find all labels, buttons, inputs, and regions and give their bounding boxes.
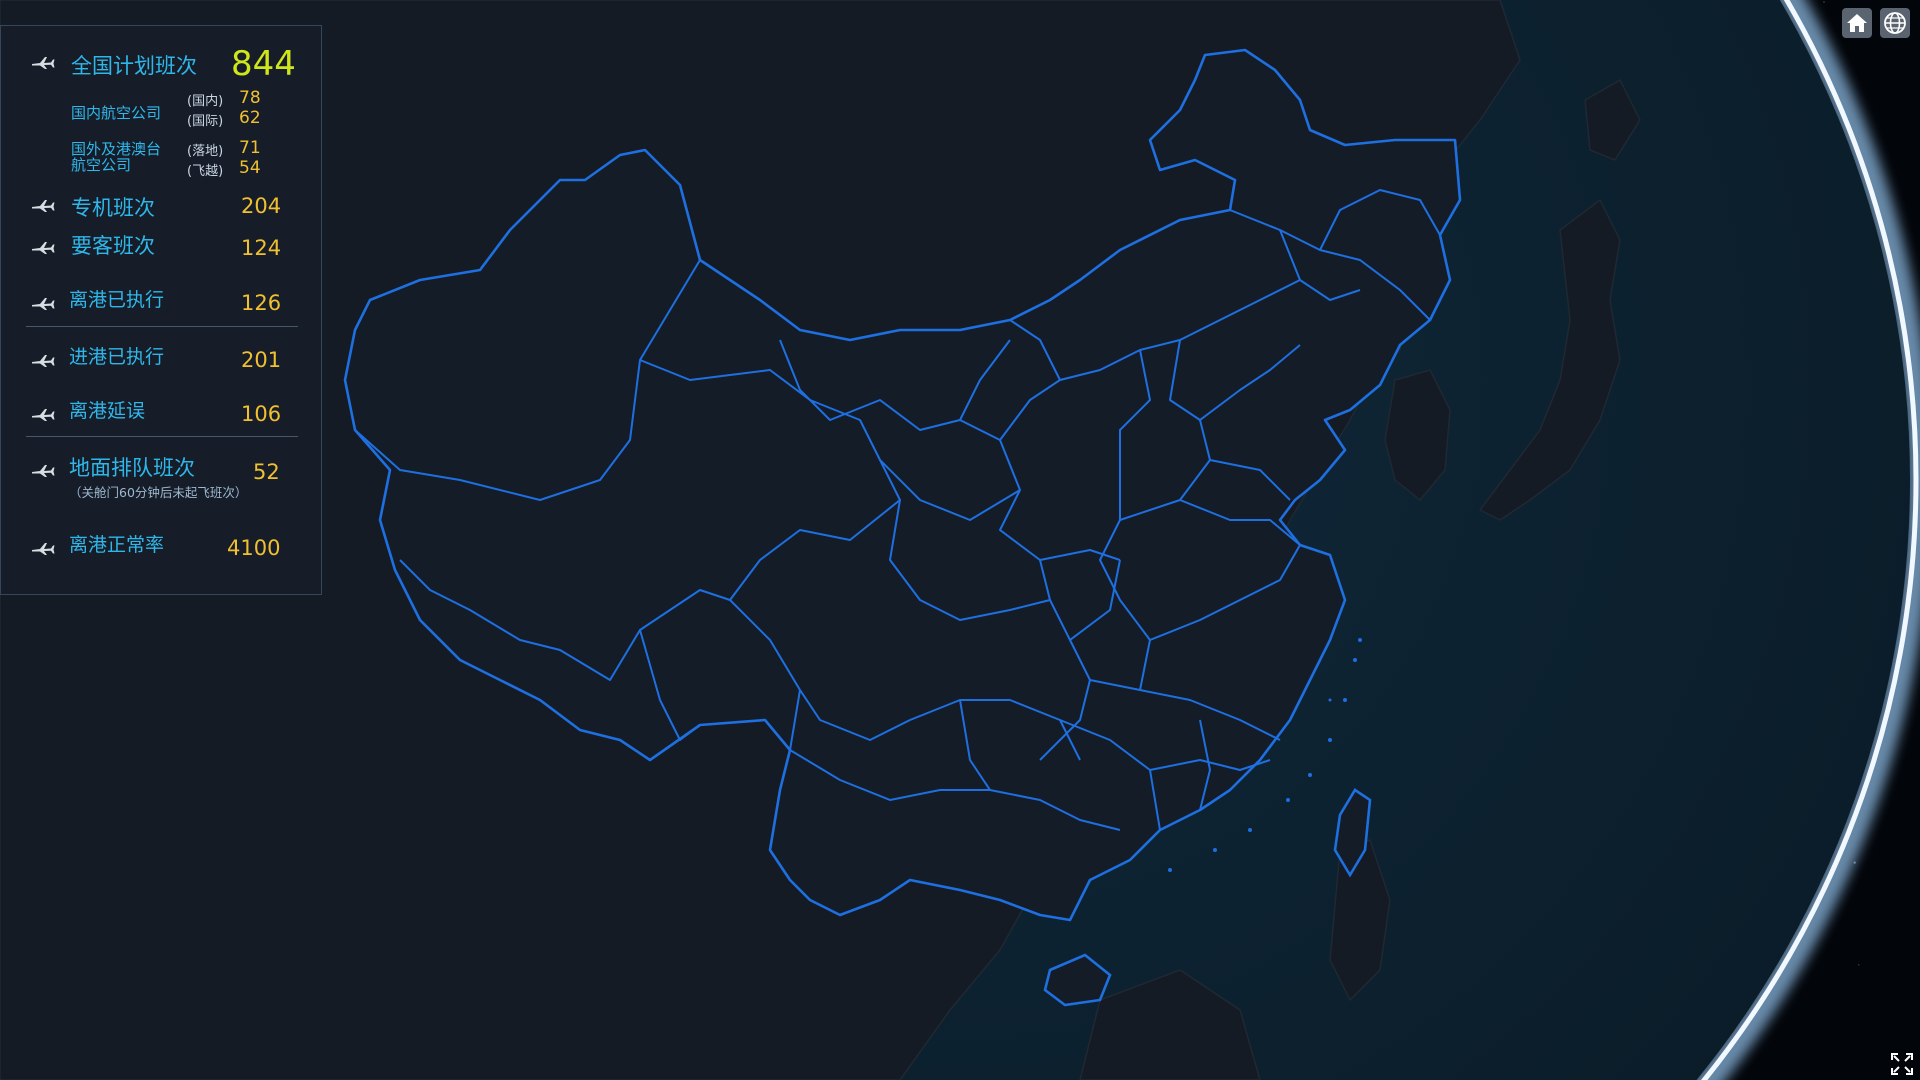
home-button[interactable] [1842, 8, 1872, 38]
stat-value: 78 [239, 88, 261, 108]
stat-label: 航空公司 [71, 156, 132, 174]
stat-value: 62 [239, 108, 261, 128]
airplane-icon [32, 200, 55, 212]
airplane-icon [32, 465, 55, 477]
stat-label: 全国计划班次 [71, 54, 197, 78]
stat-label: 进港已执行 [69, 346, 165, 368]
airplane-icon [32, 298, 55, 310]
stat-label: 国内航空公司 [71, 104, 162, 122]
divider [26, 326, 298, 327]
stat-value: 4100 [227, 536, 281, 560]
stat-label: 离港正常率 [69, 534, 165, 556]
fullscreen-icon[interactable] [1890, 1052, 1914, 1076]
stat-total-planned: 全国计划班次 844 [1, 44, 323, 94]
province-borders [354, 189, 1441, 831]
stat-tag: (国内) [187, 94, 224, 109]
stat-value: 204 [241, 194, 282, 218]
flight-statistics-panel: 全国计划班次 844 国内航空公司 (国内) 78 (国际) 62 国外及港澳台… [0, 25, 322, 595]
stat-departure-on-time-rate: 离港正常率 4100 [1, 526, 323, 570]
star [1858, 964, 1860, 966]
stat-domestic-airlines: 国内航空公司 (国内) 78 (国际) 62 [1, 86, 323, 138]
stat-value: 54 [239, 158, 261, 178]
stat-departures-executed: 离港已执行 126 [1, 281, 323, 325]
stat-arrivals-executed: 进港已执行 201 [1, 338, 323, 382]
stat-label: 要客班次 [71, 234, 155, 258]
hainan-island[interactable] [1043, 953, 1112, 1007]
star [1823, 1, 1825, 3]
stat-value: 844 [231, 44, 296, 84]
stat-value: 106 [241, 402, 282, 426]
stat-label: 离港延误 [69, 400, 146, 422]
stat-vip-flights: 要客班次 124 [1, 226, 323, 270]
stat-tag: (国际) [187, 114, 224, 129]
airplane-icon [32, 242, 55, 254]
globe-icon [1884, 12, 1906, 34]
globe-view-button[interactable] [1880, 8, 1910, 38]
stat-value: 52 [253, 460, 280, 484]
taiwan-island[interactable] [1333, 788, 1372, 878]
coastal-islands [1168, 638, 1362, 872]
stat-label: 离港已执行 [69, 289, 165, 311]
stat-value: 71 [239, 138, 261, 158]
home-icon [1847, 14, 1867, 32]
airplane-icon [32, 409, 55, 421]
stat-special-flights: 专机班次 204 [1, 186, 323, 226]
stat-tag: (落地) [187, 144, 224, 159]
stat-departure-delays: 离港延误 106 [1, 392, 323, 436]
stat-value: 124 [241, 236, 282, 260]
stat-label: 地面排队班次 [69, 456, 195, 480]
stat-value: 201 [241, 348, 282, 372]
stat-label: 国外及港澳台 [71, 140, 162, 158]
stat-foreign-airlines: 国外及港澳台 航空公司 (落地) 71 (飞越) 54 [1, 136, 323, 188]
stat-label: 专机班次 [71, 196, 155, 220]
stat-ground-queue: 地面排队班次 （关舱门60分钟后未起飞班次） 52 [1, 448, 323, 510]
stat-value: 126 [241, 291, 282, 315]
divider [26, 436, 298, 437]
airplane-icon [32, 355, 55, 367]
stat-note: （关舱门60分钟后未起飞班次） [69, 485, 248, 500]
airplane-icon [32, 543, 55, 555]
airplane-icon [32, 57, 55, 69]
stat-tag: (飞越) [187, 164, 224, 179]
